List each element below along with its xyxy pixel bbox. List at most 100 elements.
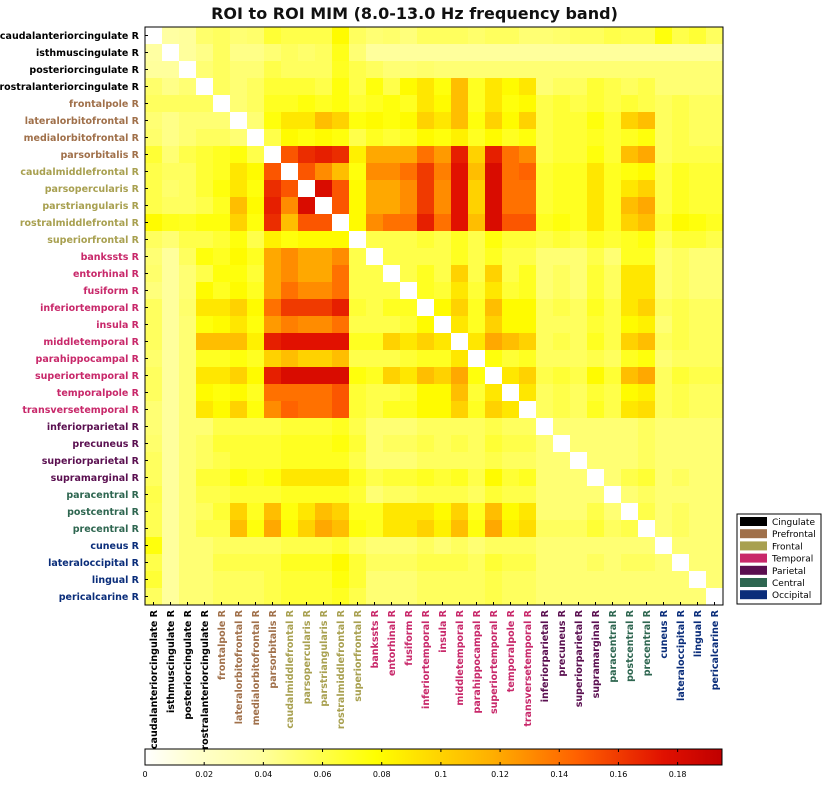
heatmap-cell — [366, 163, 384, 181]
heatmap-cell — [196, 401, 214, 419]
heatmap-cell — [230, 401, 248, 419]
heatmap-cell — [179, 367, 197, 385]
heatmap-cell — [162, 350, 180, 368]
heatmap-cell — [179, 248, 197, 266]
column-label: superiorparietal R — [574, 609, 585, 707]
heatmap-cell — [349, 418, 367, 436]
heatmap-cell — [332, 265, 350, 283]
heatmap-cell — [162, 197, 180, 215]
heatmap-cell — [621, 435, 639, 453]
heatmap-cell — [689, 214, 707, 232]
heatmap-cell — [230, 316, 248, 334]
heatmap-cell — [162, 129, 180, 147]
heatmap-cell — [230, 333, 248, 351]
heatmap-cell — [196, 486, 214, 504]
heatmap-cell — [315, 129, 333, 147]
heatmap-cell — [638, 231, 656, 249]
heatmap-cell — [485, 367, 503, 385]
heatmap-cell — [213, 384, 231, 402]
heatmap-cell — [434, 214, 452, 232]
heatmap-cell — [672, 503, 690, 521]
heatmap-cell — [502, 469, 520, 487]
heatmap-cell — [315, 265, 333, 283]
legend-swatch — [740, 517, 767, 526]
heatmap-cell — [621, 163, 639, 181]
column-label: rostralmiddlefrontal R — [336, 609, 347, 729]
heatmap-cell — [179, 282, 197, 300]
heatmap-cell — [400, 163, 418, 181]
heatmap-cell — [383, 571, 401, 589]
heatmap-cell — [621, 180, 639, 198]
heatmap-cell — [264, 333, 282, 351]
heatmap-cell — [485, 282, 503, 300]
heatmap-cell — [366, 588, 384, 606]
heatmap-cell — [179, 588, 197, 606]
heatmap-cell — [587, 231, 605, 249]
heatmap-cell — [264, 486, 282, 504]
heatmap-cell — [383, 520, 401, 538]
heatmap-cell — [247, 231, 265, 249]
legend-label: Cingulate — [772, 518, 815, 528]
heatmap-cell — [417, 401, 435, 419]
heatmap-cell — [213, 231, 231, 249]
heatmap-cell — [230, 299, 248, 317]
heatmap-cell — [570, 537, 588, 555]
column-label: parsopercularis R — [302, 609, 313, 704]
heatmap-cell — [604, 367, 622, 385]
heatmap-cell — [468, 180, 486, 198]
heatmap-cell — [553, 469, 571, 487]
heatmap-cell — [366, 299, 384, 317]
heatmap-cell — [604, 265, 622, 283]
heatmap-cell — [655, 469, 673, 487]
heatmap-cell — [145, 146, 163, 164]
heatmap-cell — [196, 197, 214, 215]
heatmap-cell — [196, 503, 214, 521]
heatmap-cell — [485, 486, 503, 504]
heatmap-cell — [417, 214, 435, 232]
row-label: superiorparietal R — [42, 456, 140, 467]
heatmap-cell — [315, 503, 333, 521]
heatmap-cell — [145, 350, 163, 368]
heatmap-cell — [281, 146, 299, 164]
heatmap-cell — [485, 350, 503, 368]
heatmap-cell — [655, 537, 673, 555]
heatmap-cell — [417, 588, 435, 606]
heatmap-cell — [162, 95, 180, 113]
heatmap-cell — [689, 401, 707, 419]
heatmap-cell — [213, 163, 231, 181]
chart-title: ROI to ROI MIM (8.0-13.0 Hz frequency ba… — [211, 4, 618, 23]
heatmap-cell — [332, 27, 350, 45]
heatmap-cell — [366, 265, 384, 283]
heatmap-cell — [264, 248, 282, 266]
heatmap-cell — [485, 214, 503, 232]
heatmap-cell — [349, 537, 367, 555]
heatmap-cell — [264, 350, 282, 368]
heatmap-cell — [281, 265, 299, 283]
heatmap-cell — [145, 180, 163, 198]
heatmap-cell — [196, 61, 214, 79]
heatmap-cell — [162, 333, 180, 351]
heatmap-cell — [434, 27, 452, 45]
heatmap-cell — [468, 384, 486, 402]
heatmap-cell — [230, 418, 248, 436]
heatmap-cell — [315, 554, 333, 572]
heatmap-cell — [417, 44, 435, 62]
heatmap-cell — [451, 282, 469, 300]
heatmap-cell — [332, 129, 350, 147]
heatmap-cell — [570, 435, 588, 453]
heatmap-cell — [162, 537, 180, 555]
heatmap-cell — [332, 214, 350, 232]
heatmap-cell — [400, 214, 418, 232]
heatmap-cell — [553, 554, 571, 572]
heatmap-cell — [196, 231, 214, 249]
heatmap-cell — [366, 554, 384, 572]
heatmap-cell — [672, 316, 690, 334]
heatmap-cell — [281, 248, 299, 266]
heatmap-cell — [230, 503, 248, 521]
row-label: isthmuscingulate R — [36, 48, 140, 59]
heatmap-cell — [655, 146, 673, 164]
heatmap-cell — [706, 265, 724, 283]
heatmap-cell — [587, 27, 605, 45]
row-label: frontalpole R — [69, 99, 140, 110]
heatmap-cell — [570, 248, 588, 266]
